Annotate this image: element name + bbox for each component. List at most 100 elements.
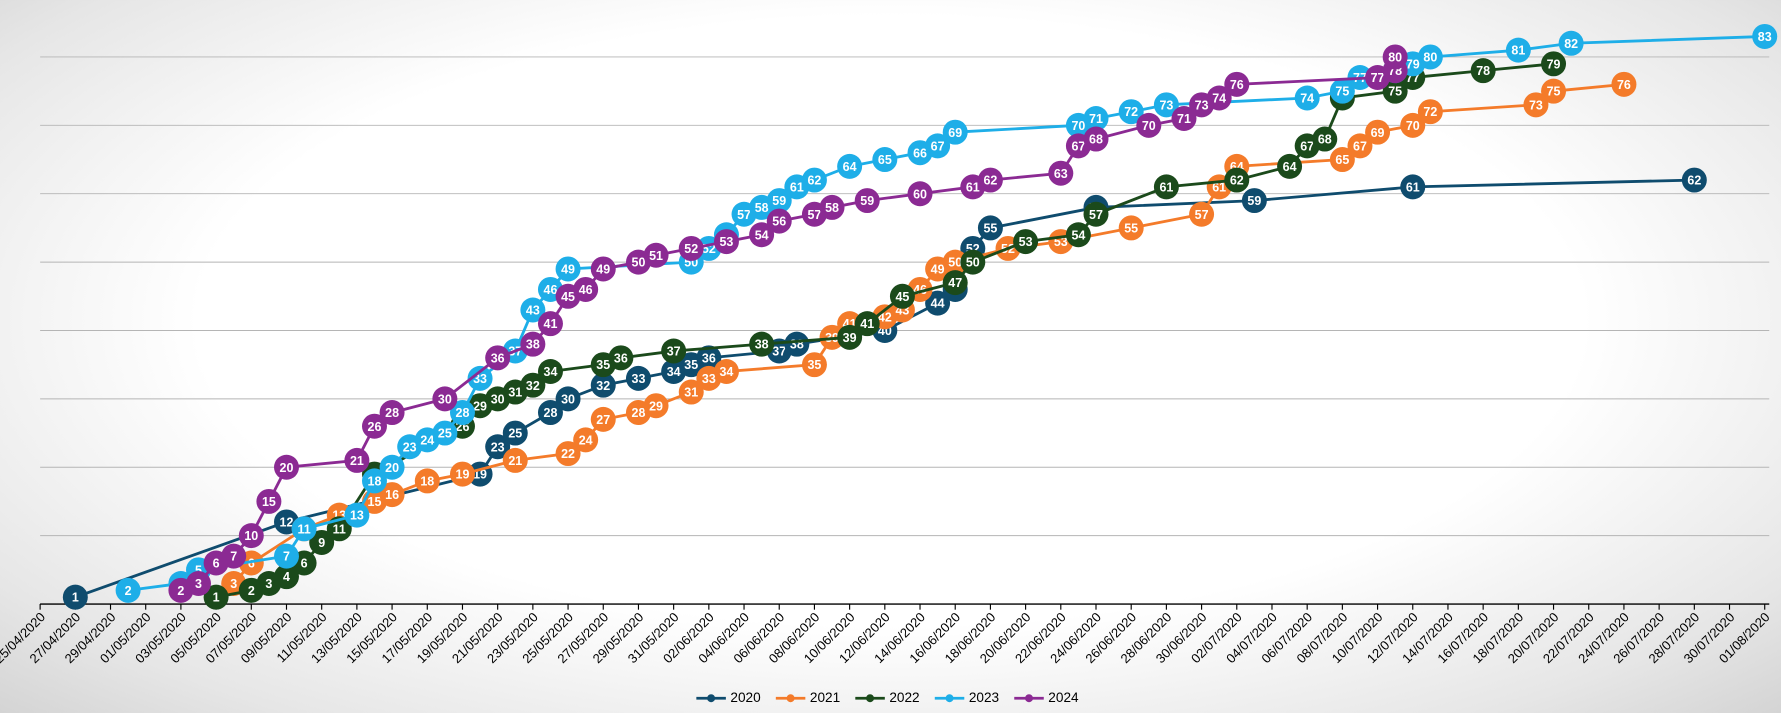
point-label: 24 — [420, 433, 434, 447]
point-label: 36 — [491, 351, 505, 365]
point-label: 1 — [213, 591, 220, 605]
point-label: 47 — [948, 276, 962, 290]
point — [590, 256, 616, 282]
point-label: 61 — [1406, 180, 1420, 194]
point-label: 31 — [684, 386, 698, 400]
point-label: 29 — [649, 399, 663, 413]
point-label: 76 — [1230, 78, 1244, 92]
point-label: 3 — [265, 577, 272, 591]
point-label: 30 — [561, 392, 575, 406]
point — [379, 400, 405, 426]
point — [1083, 201, 1109, 227]
point — [344, 447, 370, 473]
point-label: 59 — [1247, 194, 1261, 208]
point-label: 67 — [931, 139, 945, 153]
series-line — [180, 56, 1397, 592]
point-label: 62 — [1687, 174, 1701, 188]
point-label: 39 — [843, 331, 857, 345]
series: 1121923252830323334353637384044465255585… — [62, 167, 1707, 610]
point — [1224, 167, 1250, 193]
point-label: 9 — [318, 536, 325, 550]
point-label: 21 — [350, 454, 364, 468]
point — [1382, 78, 1408, 104]
point-label: 33 — [632, 372, 646, 386]
point-label: 35 — [807, 358, 821, 372]
point — [555, 256, 581, 282]
point-label: 32 — [596, 379, 610, 393]
point-label: 75 — [1547, 85, 1561, 99]
legend-label: 2023 — [969, 690, 999, 705]
point-label: 2 — [125, 584, 132, 598]
point-label: 77 — [1371, 71, 1385, 85]
point — [854, 311, 880, 337]
point-label: 23 — [403, 440, 417, 454]
point-label: 58 — [755, 201, 769, 215]
point — [449, 400, 475, 426]
point-label: 71 — [1089, 112, 1103, 126]
point-label: 52 — [684, 242, 698, 256]
point-label: 12 — [280, 516, 294, 530]
point-label: 83 — [1758, 30, 1772, 44]
point — [1752, 23, 1778, 49]
point — [520, 297, 546, 323]
point — [1400, 174, 1426, 200]
point — [977, 167, 1003, 193]
point-label: 71 — [1177, 112, 1191, 126]
point-label: 25 — [438, 427, 452, 441]
point — [221, 543, 247, 569]
point — [1417, 44, 1443, 70]
point-label: 29 — [473, 399, 487, 413]
point-label: 41 — [860, 317, 874, 331]
point-label: 62 — [1230, 174, 1244, 188]
point — [713, 229, 739, 255]
point — [1312, 126, 1338, 152]
point — [1136, 112, 1162, 138]
legend-label: 2021 — [810, 690, 840, 705]
point — [520, 331, 546, 357]
point-label: 30 — [438, 392, 452, 406]
legend-label: 2020 — [730, 690, 761, 705]
point-label: 31 — [508, 386, 522, 400]
point-label: 67 — [1353, 139, 1367, 153]
point-label: 28 — [544, 406, 558, 420]
point — [766, 188, 792, 214]
point-label: 43 — [526, 304, 540, 318]
point-label: 69 — [948, 126, 962, 140]
point — [801, 352, 827, 378]
point-label: 11 — [333, 522, 346, 536]
point-label: 36 — [702, 351, 716, 365]
point — [1541, 78, 1567, 104]
point — [942, 249, 968, 275]
point — [1329, 147, 1355, 173]
point-label: 18 — [368, 474, 382, 488]
point-label: 79 — [1547, 57, 1561, 71]
point — [942, 270, 968, 296]
point-label: 21 — [508, 454, 522, 468]
point-label: 51 — [649, 249, 663, 263]
point-label: 63 — [1054, 167, 1068, 181]
point-label: 82 — [1564, 37, 1578, 51]
point — [925, 290, 951, 316]
point-label: 56 — [772, 215, 786, 229]
point-label: 26 — [368, 420, 382, 434]
point — [344, 502, 370, 528]
point — [573, 427, 599, 453]
point-label: 58 — [825, 201, 839, 215]
point — [678, 379, 704, 405]
point-label: 78 — [1476, 64, 1490, 78]
point-label: 68 — [1318, 133, 1332, 147]
point — [1083, 106, 1109, 132]
point — [1206, 85, 1232, 111]
point-label: 50 — [948, 256, 962, 270]
legend-marker — [707, 694, 716, 703]
point-label: 59 — [772, 194, 786, 208]
point-label: 20 — [280, 461, 294, 475]
legend-marker — [1025, 694, 1033, 703]
point — [1400, 112, 1426, 138]
point — [837, 324, 863, 350]
point — [1365, 119, 1391, 145]
point — [784, 331, 810, 357]
point — [1611, 71, 1637, 97]
point-label: 65 — [1335, 153, 1349, 167]
